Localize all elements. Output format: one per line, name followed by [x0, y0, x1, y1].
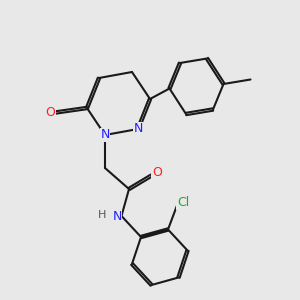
Text: Cl: Cl [177, 196, 189, 209]
Text: N: N [112, 209, 122, 223]
Text: O: O [152, 166, 162, 179]
Text: O: O [45, 106, 55, 119]
Text: H: H [98, 209, 106, 220]
Text: N: N [100, 128, 110, 142]
Text: N: N [133, 122, 143, 136]
